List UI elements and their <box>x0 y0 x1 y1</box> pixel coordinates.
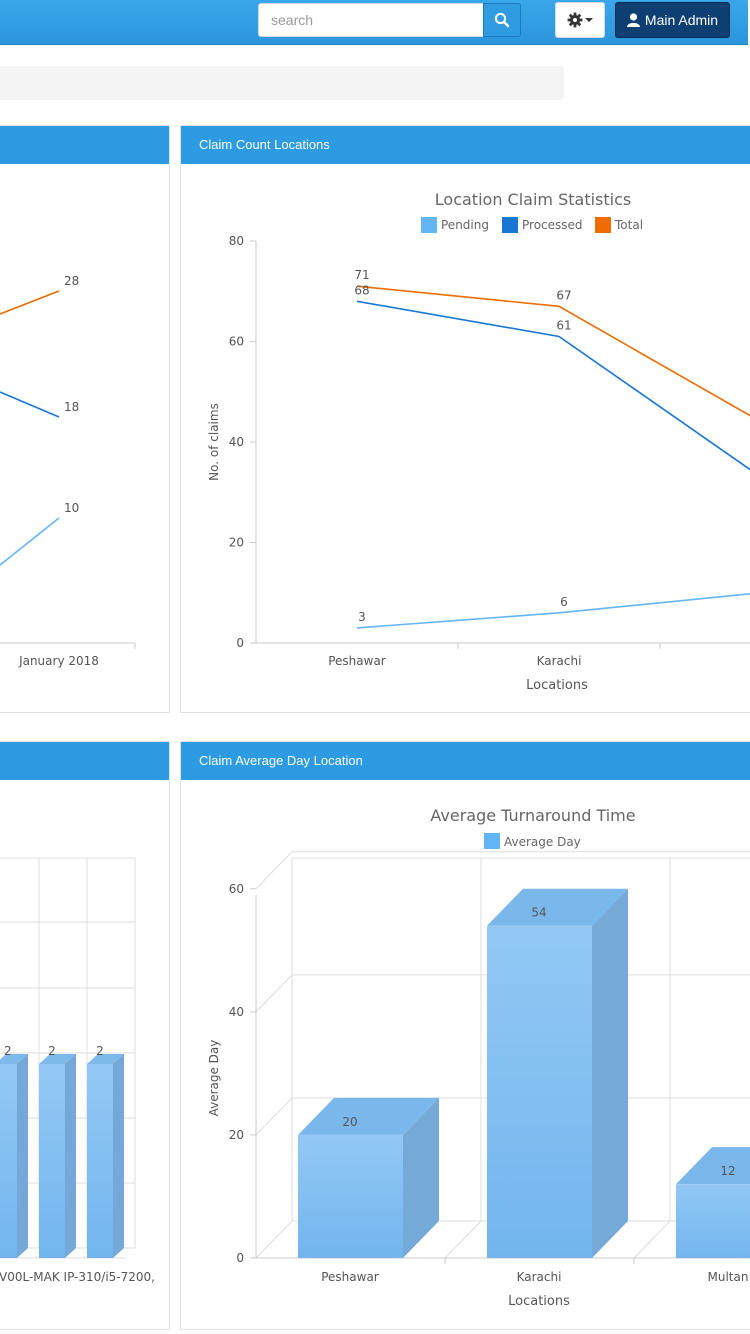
left-bottom-panel-header <box>0 742 169 780</box>
left-top-panel-header <box>0 126 169 164</box>
user-icon <box>626 13 640 27</box>
bar-chart-grid-line <box>633 1220 671 1259</box>
settings-button[interactable] <box>555 2 605 38</box>
left-line-series-pending <box>0 517 60 566</box>
user-name: Main Admin <box>644 12 719 28</box>
bar-chart-grid-line <box>255 1220 293 1259</box>
bar-top-face <box>298 1097 439 1135</box>
line-chart-y-tick-label: 0 <box>236 636 244 650</box>
bar-chart-grid-line <box>255 974 293 1013</box>
bar-chart-x-axis-title: Locations <box>508 1294 570 1309</box>
legend-swatch-pending <box>421 217 437 233</box>
left-line-label-pending: 10 <box>64 501 79 515</box>
gear-icon <box>567 12 583 28</box>
left-bar-3 <box>87 1054 124 1258</box>
left-bottom-panel <box>0 741 170 1330</box>
bar-chart-y-tick-label: 0 <box>236 1251 244 1265</box>
breadcrumb <box>0 66 564 100</box>
claim-count-locations-title: Claim Count Locations <box>181 126 750 164</box>
line-point-label-pending: 3 <box>358 610 366 624</box>
search-button[interactable] <box>483 3 521 37</box>
left-line-chart: 28 18 10 January 2018 <box>0 274 136 668</box>
left-bar-label-2: 2 <box>48 1044 56 1058</box>
bar-front-face <box>298 1134 403 1258</box>
search-icon <box>494 12 510 28</box>
line-series-processed <box>356 300 750 471</box>
line-point-label-pending: 6 <box>560 595 568 609</box>
bar-side-face <box>403 1097 439 1258</box>
bar-top-face <box>487 888 628 926</box>
left-bar-chart: 2 2 2 V00L-MAK IP-310/i5-7200, <box>0 857 155 1284</box>
legend-label-processed: Processed <box>522 218 583 232</box>
line-chart-x-axis-title: Locations <box>526 678 588 693</box>
line-chart-y-tick-label: 40 <box>229 435 244 449</box>
claim-average-day-location-title: Claim Average Day Location <box>181 742 750 780</box>
bar-value-label: 12 <box>720 1164 735 1178</box>
line-chart-x-tick-label: Peshawar <box>328 654 386 668</box>
left-line-label-total: 28 <box>64 274 79 288</box>
left-line-series-total <box>0 290 60 315</box>
bar-karachi <box>487 888 628 1258</box>
left-bar-x-tick-label: V00L-MAK IP-310/i5-7200, <box>0 1270 155 1284</box>
line-chart-y-tick-label: 60 <box>229 335 244 349</box>
left-bar-2 <box>39 1054 76 1258</box>
bar-chart-y-axis-title: Average Day <box>207 1040 221 1117</box>
line-series-pending <box>356 593 750 629</box>
left-line-label-processed: 18 <box>64 400 79 414</box>
left-top-panel <box>0 125 170 713</box>
location-claim-statistics-chart: Location Claim Statistics Pending Proces… <box>207 190 750 693</box>
legend-swatch-average-day <box>484 833 500 849</box>
bar-chart-y-tick-label: 20 <box>229 1128 244 1142</box>
line-series-total <box>356 285 750 417</box>
line-chart-legend: Pending Processed Total <box>421 217 643 233</box>
average-turnaround-time-chart: Average Turnaround Time Average Day 0 20 4… <box>207 806 750 1309</box>
claim-count-locations-panel: Claim Count Locations <box>180 125 750 713</box>
left-line-series-processed <box>0 391 60 418</box>
line-chart-title: Location Claim Statistics <box>435 190 631 209</box>
line-point-label-processed: 61 <box>556 318 571 332</box>
bar-chart-x-tick-label: Multan <box>708 1270 749 1284</box>
top-navbar: Main Admin <box>0 0 748 45</box>
bar-peshawar <box>298 1097 439 1258</box>
bar-value-label: 54 <box>531 906 546 920</box>
left-bar-1 <box>0 1054 28 1258</box>
bar-chart-x-tick-label: Peshawar <box>321 1270 379 1284</box>
search-input[interactable] <box>258 3 484 37</box>
legend-label-pending: Pending <box>441 218 489 232</box>
line-point-label-total: 71 <box>354 268 369 282</box>
claim-average-day-location-panel: Claim Average Day Location <box>180 741 750 1330</box>
legend-label-average-day: Average Day <box>504 835 581 849</box>
left-bar-label-1: 2 <box>4 1044 12 1058</box>
line-chart-y-tick-label: 80 <box>229 234 244 248</box>
left-bar-label-3: 2 <box>96 1044 104 1058</box>
bar-side-face <box>592 888 628 1258</box>
bar-chart-grid-line <box>255 1097 293 1136</box>
legend-label-total: Total <box>614 218 643 232</box>
legend-swatch-processed <box>502 217 518 233</box>
line-chart-y-axis-title: No. of claims <box>207 403 221 481</box>
user-menu-button[interactable]: Main Admin <box>615 2 730 38</box>
bar-multan <box>676 1147 750 1258</box>
line-point-label-processed: 68 <box>354 283 369 297</box>
line-point-label-total: 67 <box>556 288 571 302</box>
line-chart-x-tick-label: Karachi <box>537 654 582 668</box>
bar-chart-y-tick-label: 40 <box>229 1005 244 1019</box>
bar-top-face <box>676 1147 750 1185</box>
bar-chart-grid-line <box>255 851 293 890</box>
bar-chart-title: Average Turnaround Time <box>430 806 635 825</box>
caret-down-icon <box>585 18 593 22</box>
bar-front-face <box>487 925 592 1258</box>
bar-chart-grid-line <box>444 1220 482 1259</box>
legend-swatch-total <box>595 217 611 233</box>
bar-value-label: 20 <box>342 1115 357 1129</box>
bar-chart-x-tick-label: Karachi <box>517 1270 562 1284</box>
line-chart-y-tick-label: 20 <box>229 536 244 550</box>
bar-front-face <box>676 1184 750 1258</box>
left-line-x-tick-label: January 2018 <box>18 654 99 668</box>
bar-chart-y-tick-label: 60 <box>229 882 244 896</box>
